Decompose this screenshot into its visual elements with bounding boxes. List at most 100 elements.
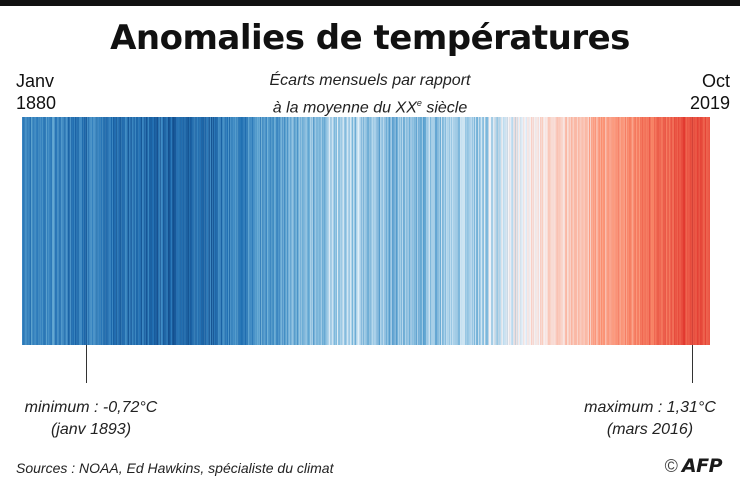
stripe-month [402,117,404,345]
stripe-month [398,117,400,345]
stripe-month [134,117,136,345]
stripe-month [577,117,579,345]
start-month: Janv [16,71,55,91]
stripe-month [504,117,505,345]
stripe-month [523,117,525,345]
stripe-month [270,117,272,345]
stripe-month [86,117,88,345]
stripe-month [634,117,635,345]
stripe-month [276,117,278,345]
stripe-month [691,117,693,345]
stripe-month [681,117,683,345]
stripe-month [473,117,475,345]
stripe-month [622,117,624,345]
stripe-month [671,117,673,345]
stripe-month [71,117,72,345]
stripe-month [666,117,668,345]
stripe-month [703,117,704,345]
stripe-month [160,117,162,345]
stripe-month [332,117,334,345]
stripe-month [544,117,546,345]
stripe-month [433,117,435,345]
stripe-month [361,117,362,345]
stripe-month [165,117,167,345]
stripe-month [171,117,172,345]
stripe-month [245,117,247,345]
stripe-month [589,117,591,345]
stripe-month [509,117,511,345]
stripe-month [147,117,148,345]
stripe-month [151,117,152,345]
stripe-month [150,117,152,345]
stripe-month [449,117,451,345]
stripe-month [577,117,579,345]
stripe-month [394,117,396,345]
stripe-month [556,117,558,345]
stripe-month [311,117,313,345]
stripe-month [440,117,441,345]
stripe-month [701,117,703,345]
stripe-month [542,117,544,345]
stripe-month [700,117,702,345]
stripe-month [175,117,177,345]
stripe-month [576,117,578,345]
stripe-month [496,117,498,345]
stripe-month [321,117,323,345]
stripe-month [237,117,239,345]
stripe-month [457,117,459,345]
stripe-month [547,117,549,345]
stripe-month [284,117,285,345]
stripe-month [425,117,426,345]
stripe-month [451,117,453,345]
stripe-month [152,117,154,345]
afp-logo: © AFP [665,455,723,477]
stripe-month [194,117,195,345]
stripe-month [542,117,544,345]
stripe-month [567,117,569,345]
stripe-month [144,117,146,345]
stripe-month [613,117,614,345]
stripe-month [299,117,301,345]
stripe-month [602,117,604,345]
stripe-month [122,117,124,345]
stripe-month [90,117,92,345]
stripe-month [302,117,303,345]
stripe-month [281,117,282,345]
stripe-month [378,117,380,345]
stripe-month [667,117,669,345]
stripe-month [56,117,57,345]
stripe-month [377,117,379,345]
stripe-month [612,117,614,345]
stripe-month [117,117,119,345]
stripe-month [522,117,524,345]
stripe-month [267,117,268,345]
stripe-month [138,117,139,345]
stripe-month [224,117,226,345]
stripe-month [673,117,674,345]
stripe-month [71,117,73,345]
stripe-month [130,117,131,345]
stripe-month [521,117,523,345]
stripe-month [22,117,24,345]
stripe-month [156,117,158,345]
stripe-month [122,117,124,345]
stripe-month [236,117,237,345]
stripe-month [255,117,257,345]
stripe-month [632,117,633,345]
stripe-month [470,117,472,345]
stripe-month [331,117,333,345]
stripe-month [358,117,359,345]
stripe-month [285,117,286,345]
stripe-month [513,117,515,345]
stripe-month [129,117,131,345]
stripe-month [611,117,613,345]
stripe-month [27,117,29,345]
stripe-month [445,117,446,345]
stripe-month [516,117,517,345]
stripe-month [378,117,380,345]
stripe-month [189,117,191,345]
stripe-month [363,117,364,345]
stripe-month [169,117,171,345]
stripe-month [441,117,442,345]
stripe-month [548,117,549,345]
